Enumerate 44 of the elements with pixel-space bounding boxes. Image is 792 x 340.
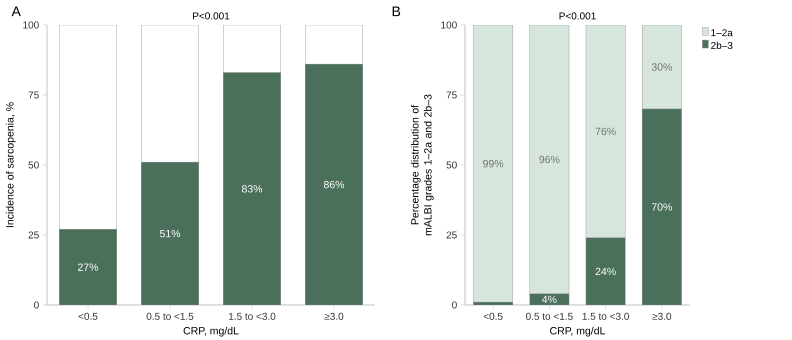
legend-label: 2b–3	[711, 42, 732, 50]
data-label: 76%	[596, 128, 616, 136]
y-tick-label: 50	[446, 162, 457, 169]
y-axis-title: Percentage distribution of mALBI grades 1–2a and 2b–3	[410, 94, 434, 236]
y-tick-label: 100	[23, 22, 39, 29]
x-tick-label: <0.5	[484, 312, 503, 320]
data-label: 86%	[324, 180, 344, 188]
bar	[223, 72, 281, 306]
y-tick-label: 0	[452, 302, 457, 309]
bar	[305, 64, 363, 306]
bar	[59, 229, 117, 306]
y-tick-label: 50	[28, 162, 39, 169]
data-label: 30%	[652, 63, 672, 71]
data-label: 96%	[539, 156, 560, 164]
text: A	[12, 6, 21, 16]
data-label: 24%	[596, 268, 616, 276]
data-label: 70%	[652, 203, 672, 211]
chart-title: P<0.001	[560, 12, 596, 20]
y-tick-label: 0	[34, 302, 39, 309]
x-tick-label: 1.5 to <3.0	[229, 312, 276, 320]
y-tick-label: 25	[28, 232, 39, 239]
legend-label: 1–2a	[711, 29, 733, 36]
data-label: 4%	[542, 296, 557, 304]
data-label: 83%	[242, 185, 262, 193]
chart-title: P<0.001	[193, 12, 230, 20]
x-axis-title: CRP, mg/dL	[550, 326, 606, 337]
x-tick-label: <0.5	[78, 312, 98, 320]
y-axis-title: Incidence of sarcopenia, %	[6, 102, 16, 228]
x-axis-title: CRP, mg/dL	[184, 326, 239, 337]
bar	[141, 162, 199, 306]
y-tick-label: 75	[28, 92, 39, 99]
data-label: 99%	[483, 160, 504, 168]
x-tick-label: 1.5 to <3.0	[582, 312, 629, 320]
text: B	[392, 6, 400, 16]
x-tick-label: ≥3.0	[652, 312, 672, 320]
x-tick-label: ≥3.0	[324, 312, 344, 320]
bar	[473, 25, 514, 302]
y-tick-label: 25	[446, 232, 457, 239]
y-tick-label: 100	[441, 22, 457, 29]
x-tick-label: 0.5 to <1.5	[526, 312, 573, 320]
data-label: 27%	[78, 264, 98, 271]
x-tick-label: 0.5 to <1.5	[146, 312, 194, 320]
data-label: 51%	[160, 230, 180, 238]
y-tick-label: 75	[446, 92, 457, 99]
